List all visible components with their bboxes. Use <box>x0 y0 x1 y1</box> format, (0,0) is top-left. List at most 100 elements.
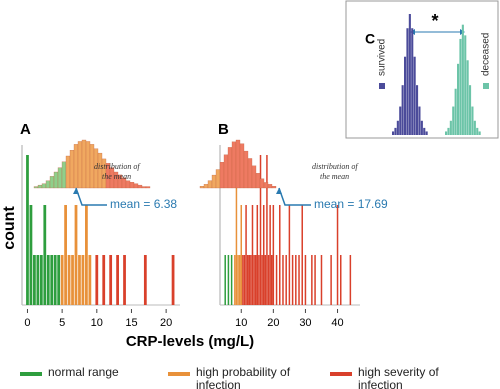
bar <box>270 255 273 305</box>
inset-bar <box>61 161 67 189</box>
bar <box>64 205 67 305</box>
bar <box>235 155 238 305</box>
dist-bar <box>457 63 460 135</box>
bar <box>250 255 252 305</box>
dist-bar <box>418 106 421 135</box>
inset-bar <box>57 167 63 189</box>
dist-bar <box>396 120 399 135</box>
legend-label: normal range <box>48 365 119 379</box>
bar <box>330 255 332 305</box>
bar <box>88 255 92 305</box>
bar <box>259 155 262 305</box>
inset-title: distribution of the mean <box>94 162 141 181</box>
bar <box>33 255 36 305</box>
bar <box>320 255 323 305</box>
legend-label: high severity of infection <box>358 365 439 389</box>
legend-swatch <box>168 372 190 376</box>
legend-swatch <box>483 83 489 89</box>
inset-bar <box>267 184 273 189</box>
bar <box>245 205 247 305</box>
bar <box>171 255 175 305</box>
bar <box>285 255 287 305</box>
dist-bar <box>461 24 464 136</box>
bar <box>224 255 226 305</box>
bar <box>246 255 249 305</box>
bar <box>311 255 313 305</box>
bar <box>336 205 339 305</box>
bar <box>298 255 300 305</box>
bar <box>116 255 119 305</box>
bar <box>26 155 29 305</box>
dist-bar <box>406 28 409 136</box>
bar <box>53 255 57 305</box>
inset-bar <box>227 147 233 189</box>
bar <box>267 255 270 305</box>
legend-swatch <box>20 372 42 376</box>
inset-bar <box>247 158 253 189</box>
x-tick-label: 5 <box>59 317 65 329</box>
dist-bar <box>420 120 423 135</box>
inset-bar <box>133 183 139 189</box>
bar <box>262 205 265 305</box>
x-tick-label: 10 <box>91 317 103 329</box>
inset-bar <box>263 182 269 189</box>
inset-bar <box>69 150 75 189</box>
bar <box>67 255 71 305</box>
dist-bar <box>416 85 419 135</box>
bar <box>234 255 236 305</box>
inset-bar <box>53 171 59 189</box>
bar <box>78 255 81 305</box>
bar <box>242 255 244 305</box>
bar <box>266 155 268 305</box>
bar <box>29 205 33 305</box>
bar <box>269 205 271 305</box>
panel-label: A <box>20 121 31 138</box>
inset-bar <box>259 178 265 189</box>
inset-bar <box>243 150 249 189</box>
bar <box>85 205 88 305</box>
bar <box>272 205 275 305</box>
inset-bar <box>65 155 71 189</box>
dist-bar <box>459 38 462 135</box>
bar <box>304 255 307 305</box>
bar <box>43 205 47 305</box>
inset-bar <box>37 184 43 189</box>
inset-box <box>345 0 499 139</box>
bar <box>253 255 255 305</box>
inset-bar <box>231 141 237 189</box>
bar <box>264 255 267 305</box>
bar <box>57 255 61 305</box>
x-tick-label: 20 <box>160 317 172 329</box>
dist-bar <box>476 127 479 135</box>
dist-bar <box>408 14 411 135</box>
mean-arrow <box>75 187 107 206</box>
inset-bar <box>255 173 261 189</box>
bar <box>71 255 74 305</box>
legend-swatch <box>330 372 352 376</box>
inset-bar <box>125 180 131 189</box>
bar <box>50 255 54 305</box>
x-tick-label: 30 <box>299 317 311 329</box>
inset-bar <box>85 141 91 189</box>
inset-bar <box>239 143 245 189</box>
x-tick-label: 40 <box>331 317 343 329</box>
legend-label: survived <box>377 39 388 76</box>
inset-bar <box>207 180 213 189</box>
panel-label: B <box>218 121 229 138</box>
inset-bar <box>137 184 143 189</box>
bar <box>282 255 284 305</box>
bar <box>349 255 352 305</box>
bar <box>248 255 251 305</box>
bar <box>240 205 243 305</box>
bar <box>39 255 43 305</box>
dist-bar <box>471 106 474 135</box>
bar <box>95 255 99 305</box>
dist-bar <box>399 106 402 135</box>
bar <box>81 255 85 305</box>
inset-bar <box>235 139 241 189</box>
panel-label: C <box>365 31 375 47</box>
bar <box>291 255 294 305</box>
inset-bar <box>77 141 83 189</box>
mean-arrow <box>278 187 311 206</box>
dist-bar <box>478 131 481 135</box>
